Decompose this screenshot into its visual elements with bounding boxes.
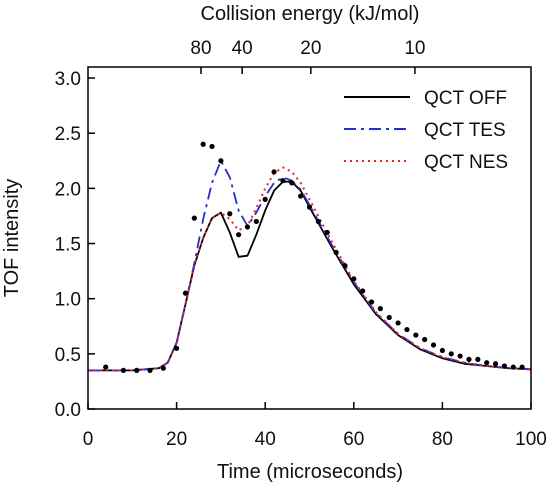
experimental-points — [103, 141, 525, 373]
x-axis-title: Time (microseconds) — [217, 461, 403, 483]
data-point — [289, 180, 295, 186]
data-point — [475, 356, 481, 362]
x-tick-label: 40 — [255, 429, 276, 450]
data-point — [360, 288, 366, 294]
data-point — [519, 364, 525, 370]
data-point — [422, 336, 428, 343]
data-point — [103, 364, 109, 370]
y-tick-label: 3.0 — [55, 69, 81, 90]
data-point — [333, 249, 339, 255]
data-point — [236, 232, 242, 238]
series-layer — [88, 159, 532, 372]
legend: QCT OFF QCT TES QCT NES — [344, 88, 508, 173]
data-point — [218, 158, 224, 164]
data-point — [271, 169, 277, 175]
data-point — [484, 360, 490, 366]
data-point — [324, 229, 330, 236]
data-point — [448, 351, 454, 357]
data-point — [147, 367, 153, 373]
data-point — [395, 320, 401, 326]
x-tick-label: 0 — [83, 429, 94, 450]
data-point — [209, 143, 215, 150]
x-axis-ticks: 0 20 40 60 80 100 — [83, 402, 547, 450]
y-tick-label: 0.0 — [55, 400, 81, 421]
top-axis-ticks: 80 40 20 10 — [190, 38, 426, 74]
data-point — [510, 364, 516, 370]
top-tick-label: 80 — [190, 38, 211, 59]
data-point — [430, 342, 437, 348]
data-point — [244, 224, 251, 230]
y-axis-title: TOF intensity — [1, 179, 23, 298]
data-point — [386, 314, 392, 321]
data-point — [134, 367, 140, 373]
legend-label: QCT OFF — [424, 88, 507, 109]
data-point — [306, 204, 313, 210]
top-tick-label: 20 — [300, 38, 321, 59]
series-line-qct-off — [88, 180, 532, 372]
data-point — [120, 367, 127, 373]
plot-frame — [87, 66, 532, 410]
data-point — [457, 353, 463, 359]
data-point — [439, 347, 445, 354]
top-tick-label: 40 — [232, 38, 253, 59]
x-tick-label: 60 — [343, 429, 364, 450]
y-tick-label: 2.0 — [55, 179, 81, 200]
data-point — [404, 326, 410, 333]
data-point — [315, 218, 321, 225]
data-point — [466, 356, 472, 362]
x-tick-label: 20 — [166, 429, 187, 450]
top-tick-label: 10 — [404, 38, 425, 59]
data-point — [253, 218, 259, 225]
y-tick-label: 1.0 — [55, 290, 81, 311]
data-point — [351, 276, 357, 282]
data-point — [413, 332, 419, 338]
y-tick-label: 1.5 — [55, 235, 81, 256]
data-point — [492, 361, 499, 367]
data-point — [200, 141, 206, 147]
data-point — [227, 211, 233, 217]
data-point — [501, 363, 508, 369]
data-point — [368, 299, 375, 305]
data-point — [298, 193, 304, 199]
data-point — [342, 262, 348, 269]
data-point — [191, 215, 197, 221]
y-tick-label: 2.5 — [55, 124, 81, 145]
data-point — [280, 178, 286, 184]
y-axis-ticks: 0.0 0.5 1.0 1.5 2.0 2.5 3.0 — [55, 69, 95, 421]
data-point — [262, 196, 268, 202]
legend-label: QCT NES — [424, 152, 508, 173]
x-tick-label: 100 — [515, 429, 547, 450]
data-point — [182, 290, 189, 296]
y-tick-label: 0.5 — [55, 345, 81, 366]
data-point — [377, 306, 383, 312]
x-tick-label: 80 — [432, 429, 453, 450]
legend-label: QCT TES — [424, 120, 506, 141]
top-axis-title: Collision energy (kJ/mol) — [201, 3, 420, 25]
data-point — [174, 345, 180, 351]
series-line-qct-nes — [88, 166, 532, 372]
series-line-qct-tes — [88, 159, 532, 372]
data-point — [160, 365, 166, 371]
